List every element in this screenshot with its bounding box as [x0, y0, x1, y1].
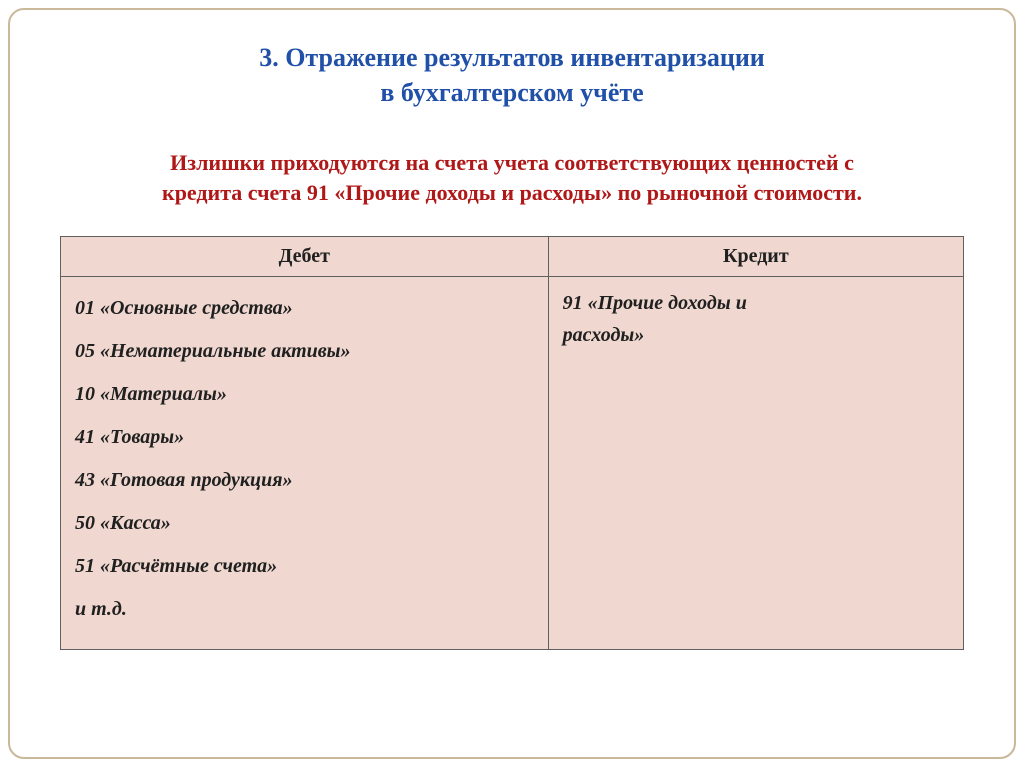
debit-item: 01 «Основные средства»	[75, 287, 534, 330]
credit-item: расходы»	[563, 319, 949, 351]
debit-item: 43 «Готовая продукция»	[75, 459, 534, 502]
heading-line-2: в бухгалтерском учёте	[380, 78, 643, 107]
slide-heading: 3. Отражение результатов инвентаризации …	[60, 40, 964, 110]
debit-item: 10 «Материалы»	[75, 373, 534, 416]
table-row: 01 «Основные средства» 05 «Нематериальны…	[61, 276, 964, 649]
debit-item: 50 «Касса»	[75, 502, 534, 545]
subheading-line-2: кредита счета 91 «Прочие доходы и расход…	[162, 180, 862, 205]
debit-cell: 01 «Основные средства» 05 «Нематериальны…	[61, 276, 549, 649]
debit-item: 05 «Нематериальные активы»	[75, 330, 534, 373]
debit-item: 51 «Расчётные счета»	[75, 545, 534, 588]
col-debit-header: Дебет	[61, 236, 549, 276]
table-header-row: Дебет Кредит	[61, 236, 964, 276]
credit-item: 91 «Прочие доходы и	[563, 287, 949, 319]
debit-item: 41 «Товары»	[75, 416, 534, 459]
accounting-table: Дебет Кредит 01 «Основные средства» 05 «…	[60, 236, 964, 650]
heading-line-1: 3. Отражение результатов инвентаризации	[259, 43, 765, 72]
credit-cell: 91 «Прочие доходы и расходы»	[548, 276, 963, 649]
slide-subheading: Излишки приходуются на счета учета соотв…	[60, 148, 964, 207]
col-credit-header: Кредит	[548, 236, 963, 276]
subheading-line-1: Излишки приходуются на счета учета соотв…	[170, 150, 854, 175]
debit-item: и т.д.	[75, 588, 534, 631]
slide-frame: 3. Отражение результатов инвентаризации …	[8, 8, 1016, 759]
